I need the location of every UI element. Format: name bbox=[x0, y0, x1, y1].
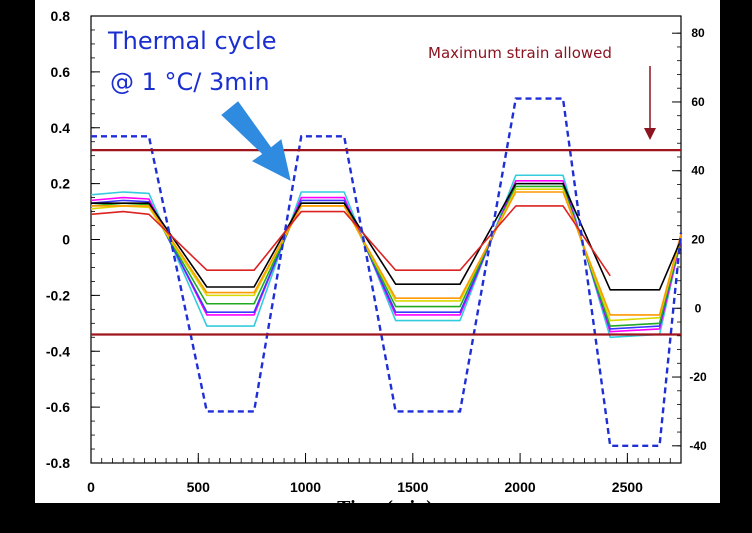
x-tick-label: 2000 bbox=[505, 479, 536, 495]
y2-tick-label: -40 bbox=[689, 439, 707, 453]
y-tick-label: 0 bbox=[62, 232, 70, 248]
x-tick-label: 0 bbox=[87, 479, 95, 495]
y2-tick-label: 40 bbox=[691, 164, 705, 178]
y2-tick-label: 80 bbox=[691, 26, 705, 40]
y-tick-label: 0.8 bbox=[51, 8, 71, 24]
y2-tick-label: 0 bbox=[695, 301, 702, 315]
x-axis-tick-labels: 0 500 1000 1500 2000 2500 bbox=[87, 479, 643, 495]
y2-tick-label: -20 bbox=[689, 370, 707, 384]
y2-tick-label: 60 bbox=[691, 95, 705, 109]
y-tick-label: -0.8 bbox=[46, 455, 70, 471]
axis-ticks bbox=[90, 15, 682, 464]
y2-tick-label: 20 bbox=[691, 233, 705, 247]
y-tick-label: 0.4 bbox=[51, 120, 71, 136]
strain-series-line bbox=[91, 191, 682, 316]
right-axis-tick-labels: 80 60 40 20 0 -20 -40 bbox=[689, 26, 707, 453]
x-tick-label: 500 bbox=[187, 479, 211, 495]
bottom-mask bbox=[0, 503, 752, 533]
y-tick-label: 0.6 bbox=[51, 64, 71, 80]
y-tick-label: -0.2 bbox=[46, 287, 70, 303]
thermal-cycle-label-line2: @ 1 °C/ 3min bbox=[110, 68, 270, 96]
blue-arrow-icon bbox=[221, 101, 291, 181]
x-tick-label: 1000 bbox=[290, 479, 321, 495]
max-strain-label: Maximum strain allowed bbox=[428, 44, 612, 62]
red-arrow-icon bbox=[644, 128, 656, 140]
y-tick-label: -0.6 bbox=[46, 399, 70, 415]
limit-lines bbox=[91, 149, 681, 336]
y-tick-label: -0.4 bbox=[46, 343, 70, 359]
x-tick-label: 1500 bbox=[397, 479, 428, 495]
strain-series-line bbox=[91, 182, 682, 291]
left-axis-tick-labels: 0.8 0.6 0.4 0.2 0 -0.2 -0.4 -0.6 -0.8 bbox=[46, 8, 70, 471]
x-tick-label: 2500 bbox=[612, 479, 643, 495]
strain-series-group bbox=[90, 174, 682, 339]
strain-series-line bbox=[90, 205, 611, 277]
thermal-cycle-label-line1: Thermal cycle bbox=[107, 27, 277, 55]
y-tick-label: 0.2 bbox=[51, 176, 71, 192]
